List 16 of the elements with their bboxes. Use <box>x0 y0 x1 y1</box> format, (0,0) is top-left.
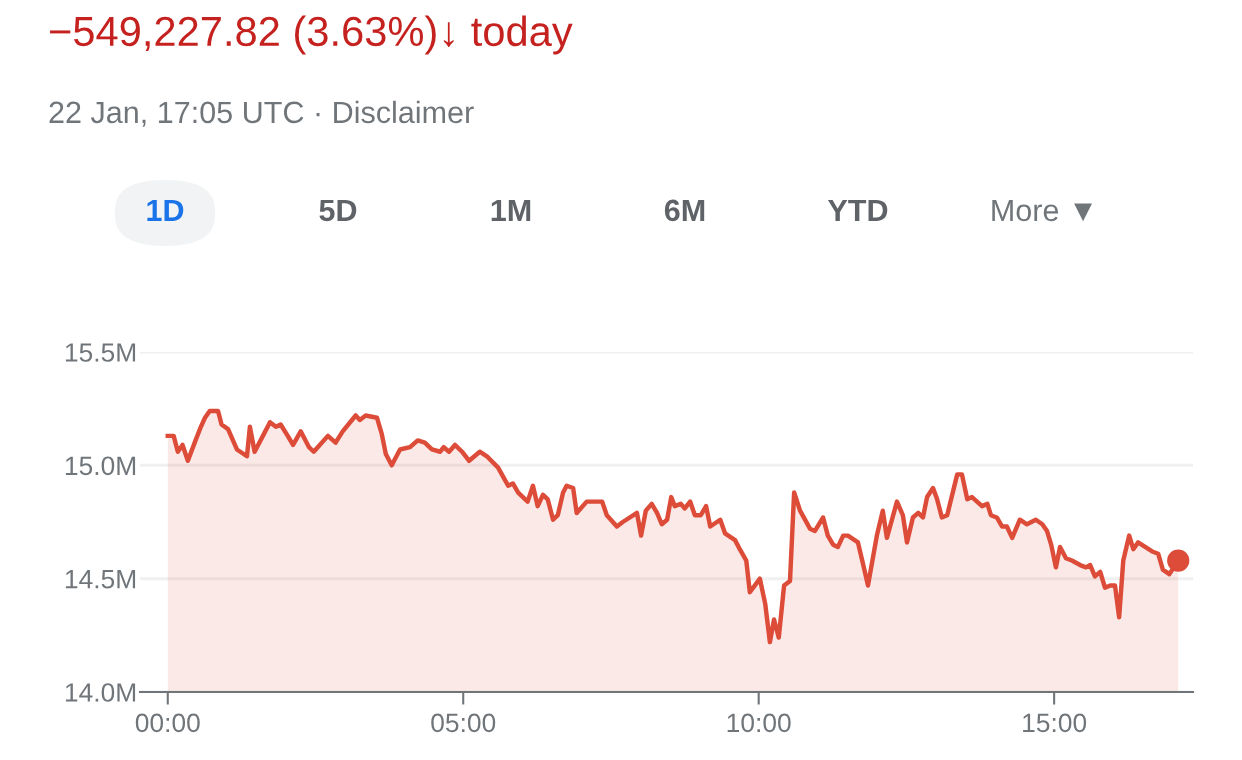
x-tick-label: 15:00 <box>1023 713 1087 733</box>
y-tick-label: 15.0M <box>65 456 136 476</box>
text: 5D <box>319 199 357 222</box>
x-tick-label: 10:00 <box>727 713 791 733</box>
text: 1D <box>147 199 184 221</box>
chart-title: −549,227.82 (3.63%)↓ today <box>50 15 573 55</box>
y-tick-label: 14.5M <box>65 570 136 589</box>
text: YTD <box>827 199 888 221</box>
y-tick-label: 14.0M <box>65 683 136 702</box>
x-tick-label: 05:00 <box>431 713 496 733</box>
text: More ▼ <box>992 199 1092 222</box>
chart-subtitle: 22 Jan, 17:05 UTC · Disclaimer <box>49 100 474 127</box>
x-tick-label: 00:00 <box>135 713 200 733</box>
text: 1M <box>491 199 531 221</box>
y-tick-label: 15.5M <box>65 343 136 362</box>
text: 6M <box>664 199 705 222</box>
